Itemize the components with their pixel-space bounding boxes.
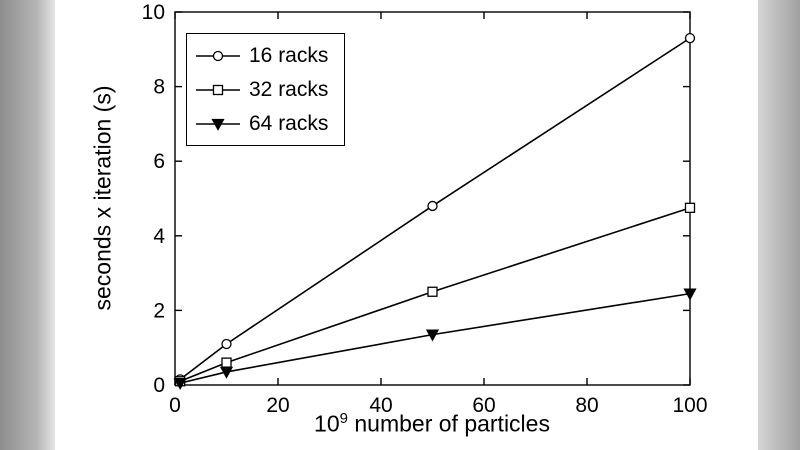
square-marker <box>221 357 232 368</box>
square-marker <box>212 84 224 95</box>
legend-entry: 16 racks <box>194 39 328 72</box>
triangle-down-marker <box>683 288 697 301</box>
triangle-down-marker <box>219 366 234 379</box>
legend-label: 16 racks <box>249 43 329 67</box>
series-line-16-racks <box>179 37 691 381</box>
legend-square-icon <box>196 84 240 95</box>
x-axis-label-text: number of particles <box>347 410 550 437</box>
legend-entry: 32 racks <box>194 73 328 106</box>
square-marker <box>427 286 438 297</box>
legend-triangle-down-icon <box>196 118 240 131</box>
legend-circle-icon <box>196 50 240 61</box>
legend-label: 64 racks <box>249 111 329 135</box>
x-axis-label-exponent: 9 <box>339 410 348 427</box>
circle-marker <box>684 32 696 44</box>
triangle-down-marker <box>211 118 225 131</box>
y-tick-label: 8 <box>153 76 165 99</box>
x-axis-label-base: 10 <box>314 410 340 437</box>
x-tick-label: 0 <box>169 394 181 417</box>
figure-canvas <box>55 0 758 450</box>
circle-marker <box>221 338 232 350</box>
x-tick-label: 80 <box>575 394 598 417</box>
y-tick-label: 6 <box>153 150 165 173</box>
square-marker <box>684 202 696 213</box>
y-tick-label: 4 <box>153 225 165 248</box>
circle-marker <box>427 200 438 212</box>
x-tick-label: 20 <box>266 394 289 417</box>
plot-box <box>174 11 691 386</box>
legend-label: 32 racks <box>249 77 329 101</box>
triangle-down-marker <box>173 377 187 390</box>
triangle-down-marker <box>425 329 440 342</box>
y-tick-label: 0 <box>153 374 165 397</box>
legend-entry: 64 racks <box>194 107 328 140</box>
legend: 16 racks 32 racks 64 racks <box>186 33 346 146</box>
series-line-64-racks <box>179 292 691 384</box>
y-tick-label: 10 <box>142 1 165 24</box>
y-tick-label: 2 <box>153 299 165 322</box>
circle-marker <box>212 50 224 61</box>
y-axis-label: seconds x iteration (s) <box>89 85 116 311</box>
series-line-32-racks <box>179 207 691 383</box>
x-tick-label: 60 <box>472 394 495 417</box>
x-tick-label: 40 <box>369 394 392 417</box>
x-axis-label: 109 number of particles <box>314 410 550 438</box>
x-tick-label: 100 <box>672 394 707 417</box>
